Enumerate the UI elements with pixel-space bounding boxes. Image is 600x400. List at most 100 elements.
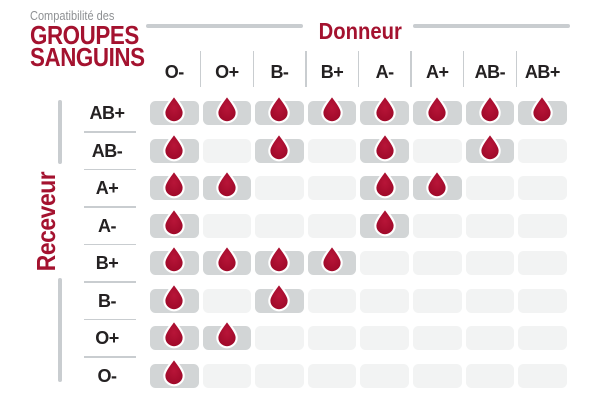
grid-cell-B--from-A--incompatible [360, 288, 409, 313]
blood-drop-icon [373, 94, 396, 124]
grid-cell-O+-from-AB--incompatible [465, 326, 515, 350]
grid-cell-O+-from-O--compatible [150, 319, 199, 350]
grid-cell-B+-from-AB--incompatible [465, 251, 515, 275]
blood-drop-icon [163, 206, 185, 236]
column-header-A-: A- [375, 62, 394, 82]
grid-cell-B--from-A+-incompatible [413, 288, 462, 313]
blood-drop-icon [163, 244, 185, 274]
column-header-O+: O+ [215, 62, 239, 82]
row-separator [84, 281, 136, 283]
column-header-O-: O- [164, 62, 184, 82]
column-separator [252, 51, 254, 87]
grid-cell-B--from-O+-incompatible [202, 288, 252, 313]
row-header-AB+: AB+ [89, 103, 125, 123]
grid-cell-A--from-AB--incompatible [465, 213, 515, 238]
receiver-divider-top [58, 100, 62, 164]
grid-cell-AB--from-A+-incompatible [413, 138, 462, 163]
grid-cell-AB--from-B--compatible [255, 131, 304, 163]
grid-cell-O--from-B--incompatible [255, 363, 304, 388]
grid-cell-A--from-O--compatible [150, 206, 199, 238]
blood-drop-icon [321, 94, 343, 124]
row-separator [84, 206, 136, 208]
grid-cell-AB+-from-A--compatible [360, 94, 409, 125]
blood-drop-icon [373, 206, 396, 236]
blood-drop-icon [426, 94, 448, 124]
blood-drop-icon [426, 169, 448, 199]
grid-cell-A+-from-AB--incompatible [465, 176, 515, 200]
grid-cell-AB+-from-O+-compatible [202, 94, 252, 125]
row-header-B+: B+ [95, 253, 119, 273]
grid-cell-B--from-AB+-incompatible [518, 288, 567, 313]
grid-cell-A--from-AB+-incompatible [518, 213, 567, 238]
column-separator [357, 51, 360, 87]
donor-divider-right [413, 24, 570, 28]
grid-cell-O--from-O--compatible [150, 356, 199, 388]
grid-cell-A--from-B+-incompatible [307, 213, 357, 238]
blood-drop-icon [163, 169, 185, 199]
blood-drop-icon [163, 281, 185, 311]
blood-drop-icon [216, 319, 238, 349]
blood-drop-icon [216, 94, 238, 124]
row-header-B-: B- [98, 290, 117, 311]
row-header-AB-: AB- [91, 140, 123, 161]
row-separator [84, 318, 136, 320]
column-separator [515, 51, 517, 87]
grid-cell-AB+-from-AB--compatible [465, 94, 515, 125]
column-separator [462, 51, 465, 87]
receiver-axis-label: Receveur [31, 171, 62, 271]
grid-cell-B--from-B+-incompatible [307, 288, 357, 313]
blood-drop-icon [531, 94, 554, 124]
grid-cell-A--from-A+-incompatible [413, 213, 462, 238]
grid-cell-B+-from-A--incompatible [360, 251, 409, 275]
blood-drop-icon [268, 94, 291, 124]
grid-cell-O+-from-A+-incompatible [413, 326, 462, 350]
blood-drop-icon [373, 131, 396, 161]
grid-cell-AB--from-B+-incompatible [307, 138, 357, 163]
grid-cell-O+-from-A--incompatible [360, 326, 409, 350]
grid-cell-AB+-from-A+-compatible [413, 94, 462, 125]
grid-cell-B--from-B--compatible [255, 281, 304, 313]
row-separator [84, 168, 136, 170]
blood-drop-icon [216, 169, 238, 199]
blood-drop-icon [216, 244, 238, 274]
column-header-AB-: AB- [474, 62, 506, 82]
grid-cell-AB--from-A--compatible [360, 131, 409, 163]
blood-drop-icon [163, 356, 185, 386]
blood-drop-icon [163, 319, 185, 349]
grid-cell-A--from-A--compatible [360, 206, 409, 238]
blood-drop-icon [479, 94, 501, 124]
row-separator [84, 131, 136, 133]
grid-cell-O--from-O+-incompatible [202, 363, 252, 388]
grid-cell-AB+-from-B+-compatible [307, 94, 357, 125]
title-line1: GROUPES [30, 20, 139, 50]
grid-cell-O+-from-AB+-incompatible [518, 326, 567, 350]
blood-drop-icon [163, 94, 185, 124]
blood-drop-icon [268, 131, 291, 161]
grid-cell-O--from-AB+-incompatible [518, 363, 567, 388]
column-header-B-: B- [270, 62, 289, 82]
grid-cell-AB--from-AB+-incompatible [518, 138, 567, 163]
column-separator [199, 51, 202, 87]
grid-cell-AB--from-AB--compatible [465, 131, 515, 163]
grid-cell-O+-from-O+-compatible [202, 319, 252, 350]
grid-cell-AB+-from-AB+-compatible [518, 94, 567, 125]
grid-cell-A+-from-O--compatible [150, 169, 199, 200]
grid-cell-O--from-B+-incompatible [307, 363, 357, 388]
grid-cell-B--from-AB--incompatible [465, 288, 515, 313]
blood-drop-icon [373, 169, 396, 199]
grid-cell-AB--from-O--compatible [150, 131, 199, 163]
donor-axis-label: Donneur [318, 18, 402, 44]
grid-cell-B+-from-B--compatible [255, 244, 304, 275]
row-header-A-: A- [98, 215, 117, 236]
row-header-A+: A+ [95, 178, 119, 198]
grid-cell-O--from-A--incompatible [360, 363, 409, 388]
column-separator [410, 51, 412, 87]
title-line2: SANGUINS [30, 42, 145, 72]
grid-cell-A+-from-AB+-incompatible [518, 176, 567, 200]
grid-cell-AB--from-O+-incompatible [202, 138, 252, 163]
grid-cell-A+-from-B+-incompatible [307, 176, 357, 200]
blood-drop-icon [479, 131, 501, 161]
grid-cell-B+-from-AB+-incompatible [518, 251, 567, 275]
grid-cell-AB+-from-B--compatible [255, 94, 304, 125]
